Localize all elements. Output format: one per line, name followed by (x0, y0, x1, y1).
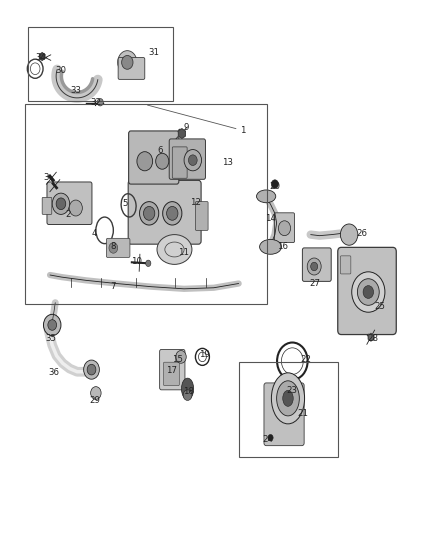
Circle shape (268, 434, 273, 441)
FancyBboxPatch shape (275, 213, 294, 243)
Text: 2: 2 (66, 211, 71, 220)
FancyBboxPatch shape (340, 256, 351, 274)
Text: 20: 20 (269, 182, 280, 191)
Bar (25, 104, 267, 304)
FancyBboxPatch shape (118, 58, 145, 79)
Circle shape (188, 155, 197, 165)
Polygon shape (179, 129, 185, 139)
Circle shape (311, 262, 318, 271)
Text: 34: 34 (35, 53, 46, 62)
Text: 27: 27 (310, 279, 321, 288)
Text: 9: 9 (184, 123, 189, 132)
Circle shape (162, 201, 182, 225)
Circle shape (137, 152, 152, 171)
FancyBboxPatch shape (338, 247, 396, 335)
Text: 1: 1 (240, 126, 246, 135)
Circle shape (87, 365, 96, 375)
Circle shape (166, 206, 178, 220)
Circle shape (307, 258, 321, 275)
Text: 12: 12 (191, 198, 201, 207)
Text: 7: 7 (110, 282, 116, 291)
Text: 18: 18 (183, 387, 194, 397)
Text: 17: 17 (166, 366, 177, 375)
Circle shape (97, 99, 103, 106)
Circle shape (69, 200, 82, 216)
Ellipse shape (260, 239, 282, 254)
FancyBboxPatch shape (169, 139, 205, 179)
Circle shape (357, 279, 379, 305)
Ellipse shape (277, 381, 299, 416)
FancyBboxPatch shape (106, 238, 130, 257)
Circle shape (146, 260, 151, 266)
FancyBboxPatch shape (159, 350, 185, 390)
Polygon shape (368, 334, 374, 341)
Text: 11: 11 (178, 248, 189, 257)
Text: 30: 30 (56, 67, 67, 75)
Circle shape (272, 180, 279, 188)
Text: 22: 22 (301, 355, 312, 364)
FancyBboxPatch shape (172, 147, 187, 178)
FancyBboxPatch shape (128, 180, 201, 244)
Text: 23: 23 (287, 386, 298, 395)
Text: 28: 28 (367, 334, 378, 343)
Ellipse shape (183, 390, 192, 400)
Ellipse shape (181, 378, 194, 399)
Text: 5: 5 (122, 199, 128, 208)
FancyBboxPatch shape (195, 201, 208, 230)
FancyBboxPatch shape (129, 131, 179, 184)
Text: 10: 10 (131, 257, 142, 265)
Circle shape (176, 351, 186, 364)
Polygon shape (39, 53, 45, 60)
Circle shape (144, 206, 155, 220)
Text: 24: 24 (262, 435, 273, 444)
Text: 31: 31 (149, 49, 160, 57)
Text: 32: 32 (90, 98, 101, 107)
Circle shape (56, 198, 66, 209)
Circle shape (84, 360, 99, 379)
Text: 35: 35 (46, 334, 57, 343)
Circle shape (352, 272, 385, 312)
FancyBboxPatch shape (163, 362, 179, 385)
Text: 13: 13 (222, 158, 233, 167)
Text: 36: 36 (49, 368, 60, 377)
Circle shape (109, 243, 118, 253)
Text: 25: 25 (374, 302, 385, 311)
Circle shape (184, 150, 201, 171)
Circle shape (122, 55, 133, 69)
Text: 15: 15 (172, 354, 183, 364)
Bar (28, 27, 173, 101)
Text: 26: 26 (357, 229, 368, 238)
Text: 6: 6 (157, 146, 163, 155)
Text: 19: 19 (199, 350, 210, 359)
Ellipse shape (157, 235, 192, 264)
Text: 4: 4 (92, 229, 97, 238)
Circle shape (43, 314, 61, 336)
Circle shape (363, 286, 374, 298)
Circle shape (279, 221, 290, 236)
Text: 8: 8 (110, 243, 116, 252)
FancyBboxPatch shape (264, 383, 304, 446)
Ellipse shape (257, 190, 276, 203)
Circle shape (91, 386, 101, 399)
Circle shape (155, 154, 169, 169)
Ellipse shape (272, 373, 304, 424)
Text: 16: 16 (277, 242, 288, 251)
FancyBboxPatch shape (302, 248, 331, 281)
Circle shape (140, 201, 159, 225)
Bar (239, 362, 338, 457)
FancyBboxPatch shape (47, 182, 92, 224)
Text: 29: 29 (89, 396, 100, 405)
FancyBboxPatch shape (42, 197, 52, 214)
Text: 21: 21 (297, 409, 308, 418)
Circle shape (118, 51, 137, 74)
Circle shape (48, 320, 57, 330)
Ellipse shape (283, 390, 293, 406)
Circle shape (340, 224, 358, 245)
Text: 14: 14 (265, 214, 276, 223)
Text: 33: 33 (70, 85, 81, 94)
Text: 3: 3 (44, 173, 49, 182)
Circle shape (52, 193, 70, 214)
